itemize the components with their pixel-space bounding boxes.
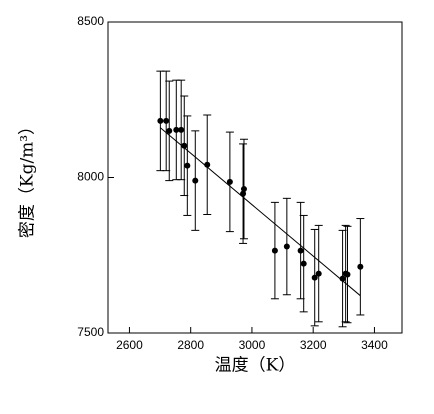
point	[184, 162, 191, 169]
x-tick-label: 3400	[361, 338, 388, 352]
point	[297, 247, 304, 254]
point	[163, 117, 170, 124]
x-tick-label: 2600	[116, 338, 143, 352]
point	[192, 177, 199, 184]
point	[315, 270, 322, 277]
point	[157, 117, 164, 124]
x-axis-label: 温度（K）	[215, 356, 296, 376]
point	[178, 126, 185, 133]
point	[283, 243, 290, 250]
point	[173, 126, 180, 133]
y-tick-label: 8000	[77, 170, 104, 184]
x-tick-label: 2800	[177, 338, 204, 352]
point	[357, 263, 364, 270]
x-tick-label: 3000	[239, 338, 266, 352]
point	[271, 247, 278, 254]
x-tick-label: 3200	[300, 338, 327, 352]
point	[226, 178, 233, 185]
fit-line	[160, 127, 361, 297]
point	[300, 260, 307, 267]
point	[344, 271, 351, 278]
point	[240, 190, 247, 197]
point	[311, 274, 318, 281]
point	[181, 142, 188, 149]
y-axis-label: 密度（Kg/m³）	[18, 118, 38, 238]
y-tick-label: 7500	[77, 325, 104, 339]
point	[240, 186, 247, 193]
y-tick-label: 8500	[77, 14, 104, 28]
plot-frame	[107, 21, 403, 334]
point	[166, 127, 173, 134]
